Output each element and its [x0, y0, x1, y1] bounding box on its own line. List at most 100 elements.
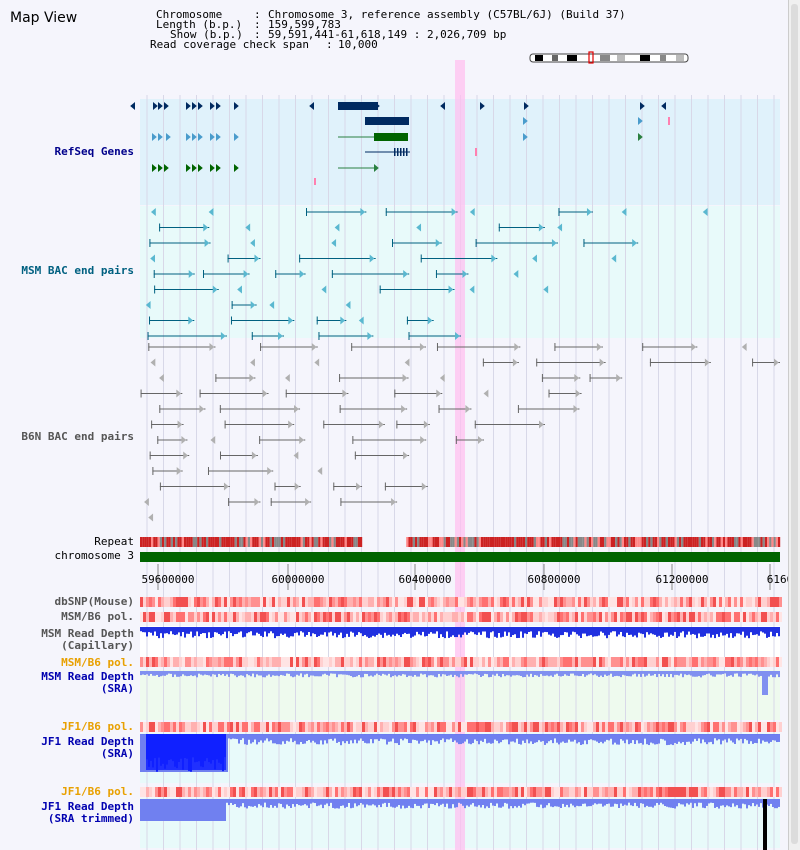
heat-cell — [233, 597, 236, 607]
heat-cell — [161, 612, 164, 622]
track-label-refseq[interactable]: RefSeq Genes — [54, 145, 134, 158]
track-label-msm-bac[interactable]: MSM BAC end pairs — [21, 264, 134, 277]
depth-bar — [484, 627, 486, 632]
repeat-block — [720, 537, 723, 547]
track-label-msm-depth-sra-1[interactable]: MSM Read Depth — [41, 670, 134, 683]
depth-bar — [284, 799, 286, 809]
track-label-jf1-b6-pol[interactable]: JF1/B6 pol. — [61, 720, 134, 733]
depth-bar — [312, 799, 314, 803]
bac-end — [498, 223, 500, 232]
heat-cell — [614, 597, 617, 607]
depth-bar — [154, 734, 156, 759]
track-label-b6n-bac[interactable]: B6N BAC end pairs — [21, 430, 134, 443]
depth-bar — [242, 627, 244, 638]
depth-bar — [768, 799, 770, 806]
heat-cell — [143, 722, 146, 732]
depth-bar — [176, 799, 178, 821]
heat-cell — [611, 597, 614, 607]
heat-cell — [662, 597, 665, 607]
repeat-block — [602, 537, 605, 547]
depth-bar — [518, 799, 520, 806]
repeat-block — [760, 537, 763, 547]
track-label-jf1-b6-pol-2[interactable]: JF1/B6 pol. — [61, 785, 134, 798]
depth-bar — [322, 734, 324, 745]
heat-cell — [659, 722, 662, 732]
bac-end — [420, 254, 422, 263]
depth-bar — [722, 627, 724, 636]
track-label-jf1-depth-trim-1[interactable]: JF1 Read Depth — [41, 800, 134, 813]
depth-bar — [622, 734, 624, 741]
depth-bar — [470, 734, 472, 745]
feature-arrow — [254, 498, 260, 506]
repeat-block — [228, 537, 231, 547]
heat-cell — [443, 787, 446, 797]
heat-cell — [212, 597, 215, 607]
depth-bar — [706, 734, 708, 745]
repeat-block — [463, 537, 466, 547]
feature-arrow — [203, 223, 209, 232]
heat-cell — [149, 787, 152, 797]
depth-bar — [546, 734, 548, 744]
depth-bar — [420, 671, 422, 674]
heat-cell — [287, 612, 290, 622]
depth-bar — [742, 627, 744, 632]
depth-bar — [398, 734, 400, 745]
depth-bar — [314, 627, 316, 635]
track-label-jf1-depth-sra-1[interactable]: JF1 Read Depth — [41, 735, 134, 748]
heat-cell — [464, 722, 467, 732]
bac-end — [259, 436, 261, 444]
heat-cell — [632, 657, 635, 667]
heat-cell — [389, 612, 392, 622]
heat-cell — [494, 657, 497, 667]
vertical-scrollbar[interactable] — [788, 0, 800, 850]
heat-cell — [272, 597, 275, 607]
repeat-block — [617, 537, 620, 547]
heat-cell — [728, 597, 731, 607]
heat-cell — [341, 597, 344, 607]
heat-cell — [341, 657, 344, 667]
depth-bar — [624, 799, 626, 805]
depth-bar — [502, 627, 504, 637]
heat-cell — [722, 787, 725, 797]
depth-bar — [444, 734, 446, 743]
heat-cell — [353, 787, 356, 797]
heat-cell — [242, 787, 245, 797]
depth-bar — [248, 671, 250, 676]
depth-bar — [398, 671, 400, 676]
track-label-msm-b6-pol-2[interactable]: MSM/B6 pol. — [61, 656, 134, 669]
heat-cell — [428, 657, 431, 667]
heat-cell — [422, 612, 425, 622]
heat-cell — [497, 722, 500, 732]
heat-cell — [149, 612, 152, 622]
heat-cell — [719, 657, 722, 667]
feature-arrow — [192, 133, 197, 141]
feature-arrow — [378, 420, 384, 429]
track-label-msm-depth-cap-1[interactable]: MSM Read Depth — [41, 627, 134, 640]
depth-bar — [238, 734, 240, 744]
depth-bar — [316, 671, 318, 677]
heat-cell — [224, 612, 227, 622]
depth-bar — [576, 627, 578, 635]
heat-cell — [353, 657, 356, 667]
heat-cell — [491, 597, 494, 607]
depth-bar — [220, 734, 222, 764]
depth-bar — [588, 734, 590, 740]
repeat-block — [683, 537, 686, 547]
track-label-dbsnp[interactable]: dbSNP(Mouse) — [54, 595, 134, 608]
heat-cell — [605, 657, 608, 667]
feature-arrow — [186, 164, 191, 172]
repeat-block — [630, 537, 633, 547]
depth-bar — [610, 671, 612, 674]
heat-cell — [752, 787, 755, 797]
track-label-msm-b6-pol[interactable]: MSM/B6 pol. — [61, 610, 134, 623]
heat-cell — [677, 597, 680, 607]
axis-tick-label: 60000000 — [272, 573, 325, 586]
depth-bar — [292, 627, 294, 637]
depth-bar — [694, 671, 696, 677]
heat-cell — [362, 722, 365, 732]
heat-cell — [248, 722, 251, 732]
scrollbar-thumb[interactable] — [791, 4, 798, 844]
heat-cell — [533, 612, 536, 622]
heat-cell — [773, 612, 776, 622]
